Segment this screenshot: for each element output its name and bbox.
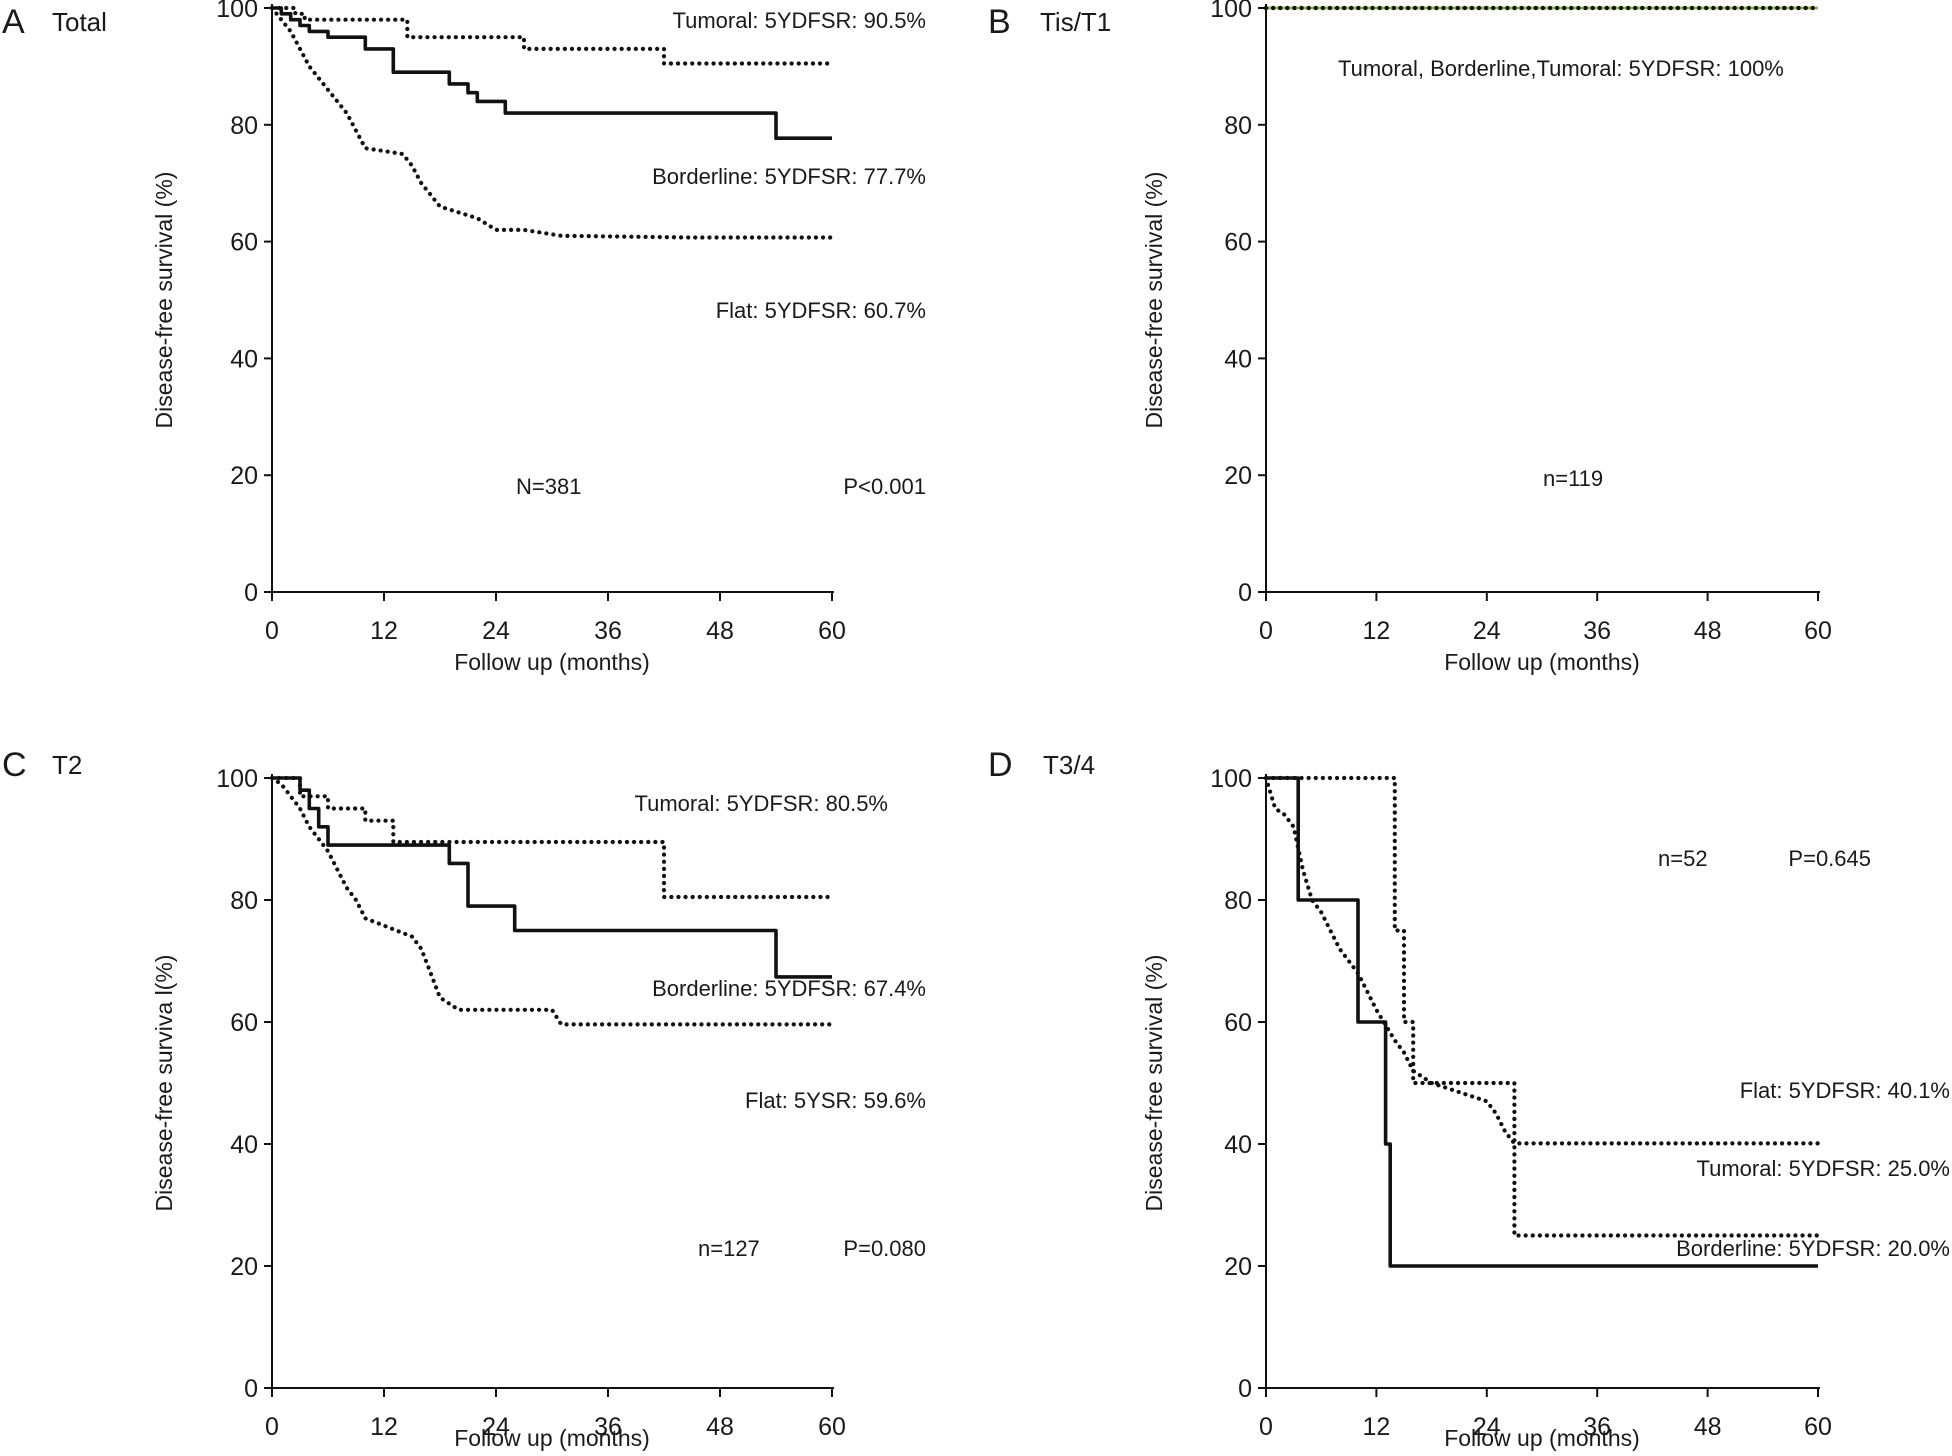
panel-a-p-annotation: P<0.001 (843, 474, 926, 499)
y-tick-label: 100 (1210, 765, 1252, 793)
panel-a-title: Total (52, 7, 107, 37)
y-tick-label: 20 (230, 1253, 258, 1281)
panel-b: B Tis/T1 0 20 40 60 80 100 0 12 24 36 48 60 Follow u… (988, 0, 1832, 675)
y-tick-label: 60 (1224, 1009, 1252, 1037)
panel-b-title: Tis/T1 (1040, 7, 1111, 37)
panel-c-axes: 0 20 40 60 80 100 0 12 24 36 48 60 Follow up (months… (151, 765, 846, 1451)
y-tick-label: 0 (1238, 1375, 1252, 1403)
x-tick-label: 24 (482, 1413, 510, 1441)
series-line-tumoral (1263, 775, 1821, 1238)
y-tick-label: 20 (1224, 462, 1252, 490)
panel-d-tumoral-annotation: Tumoral: 5YDFSR: 25.0% (1697, 1156, 1951, 1181)
y-tick-label: 80 (230, 887, 258, 915)
panel-c-p-annotation: P=0.080 (843, 1236, 926, 1261)
series-line-flat (269, 775, 835, 1027)
y-tick-label: 60 (1224, 229, 1252, 257)
y-tick-label: 80 (230, 112, 258, 140)
panel-b-n-annotation: n=119 (1543, 466, 1603, 491)
x-tick-label: 0 (265, 1413, 279, 1441)
x-tick-label: 36 (1583, 1413, 1611, 1441)
y-axis-label: Disease-free surviva l(%) (151, 955, 177, 1212)
y-tick-label: 0 (244, 1375, 258, 1403)
panel-a-n-annotation: N=381 (516, 474, 581, 499)
panel-a-letter: A (2, 3, 25, 41)
y-tick-label: 100 (1210, 0, 1252, 23)
panel-d-borderline-annotation: Borderline: 5YDFSR: 20.0% (1676, 1236, 1950, 1261)
y-axis-label: Disease-free survival (%) (1141, 955, 1167, 1212)
y-tick-label: 100 (216, 765, 258, 793)
x-tick-label: 36 (594, 617, 622, 645)
y-tick-label: 40 (1224, 345, 1252, 373)
x-axis-label: Follow up (months) (454, 1425, 650, 1451)
panel-d-flat-annotation: Flat: 5YDFSR: 40.1% (1740, 1078, 1950, 1103)
panel-d: D T3/4 0 20 40 60 80 100 0 12 24 36 48 60 Follow up … (988, 746, 1950, 1451)
x-tick-label: 60 (1804, 1413, 1832, 1441)
y-tick-label: 100 (216, 0, 258, 23)
x-tick-label: 12 (370, 617, 398, 645)
x-tick-label: 12 (1362, 617, 1390, 645)
y-tick-label: 40 (1224, 1131, 1252, 1159)
x-tick-label: 36 (594, 1413, 622, 1441)
x-tick-label: 24 (1473, 617, 1501, 645)
y-tick-label: 40 (230, 345, 258, 373)
panel-d-p-annotation: P=0.645 (1788, 846, 1871, 871)
x-axis-label: Follow up (months) (1444, 1425, 1640, 1451)
panel-a-flat-annotation: Flat: 5YDFSR: 60.7% (716, 298, 926, 323)
y-tick-label: 80 (1224, 112, 1252, 140)
x-tick-label: 48 (706, 1413, 734, 1441)
x-tick-label: 48 (1694, 617, 1722, 645)
y-axis-label: Disease-free survival (%) (151, 172, 177, 429)
x-tick-label: 60 (818, 617, 846, 645)
panel-a-tumoral-annotation: Tumoral: 5YDFSR: 90.5% (673, 8, 927, 33)
x-tick-label: 24 (482, 617, 510, 645)
x-axis-label: Follow up (months) (454, 649, 650, 675)
panel-c-flat-annotation: Flat: 5YSR: 59.6% (745, 1088, 926, 1113)
panel-c-tumoral-annotation: Tumoral: 5YDFSR: 80.5% (635, 791, 889, 816)
y-tick-label: 0 (244, 579, 258, 607)
series-line-borderline (1266, 776, 1818, 1268)
x-tick-label: 24 (1473, 1413, 1501, 1441)
series-line-tumoral (269, 775, 835, 900)
y-tick-label: 0 (1238, 579, 1252, 607)
series-line-flat (269, 5, 835, 240)
panel-a-borderline-annotation: Borderline: 5YDFSR: 77.7% (652, 164, 926, 189)
y-tick-label: 60 (230, 1009, 258, 1037)
x-tick-label: 36 (1583, 617, 1611, 645)
panel-b-axes: 0 20 40 60 80 100 0 12 24 36 48 60 Follow up (months… (1141, 0, 1832, 675)
panel-c-title: T2 (52, 750, 82, 780)
panel-d-axes: 0 20 40 60 80 100 0 12 24 36 48 60 Follow up (months… (1141, 765, 1832, 1451)
y-tick-label: 40 (230, 1131, 258, 1159)
x-tick-label: 12 (370, 1413, 398, 1441)
panel-c-borderline-annotation: Borderline: 5YDFSR: 67.4% (652, 976, 926, 1001)
x-axis-label: Follow up (months) (1444, 649, 1640, 675)
panel-d-letter: D (988, 746, 1013, 784)
panel-d-title: T3/4 (1043, 750, 1095, 780)
series-line-flat (1263, 775, 1821, 1146)
y-tick-label: 60 (230, 229, 258, 257)
panel-c-letter: C (2, 746, 27, 784)
series-line-borderline (272, 776, 832, 979)
panel-b-letter: B (988, 3, 1011, 41)
x-tick-label: 48 (706, 617, 734, 645)
y-axis-label: Disease-free survival (%) (1141, 172, 1167, 429)
x-tick-label: 0 (1259, 617, 1273, 645)
x-tick-label: 48 (1694, 1413, 1722, 1441)
x-tick-label: 0 (1259, 1413, 1273, 1441)
series-line-tumoral (269, 5, 835, 66)
x-tick-label: 60 (818, 1413, 846, 1441)
x-tick-label: 60 (1804, 617, 1832, 645)
panel-c: C T2 0 20 40 60 80 100 0 12 24 36 48 60 Follow up (m… (2, 746, 926, 1451)
x-tick-label: 0 (265, 617, 279, 645)
panel-a: A Total 0 20 40 60 80 100 0 12 24 36 48 60 Follow up… (2, 0, 926, 675)
panel-d-n-annotation: n=52 (1658, 846, 1708, 871)
panel-a-axes: 0 20 40 60 80 100 0 12 24 36 48 60 Follow up (months… (151, 0, 846, 675)
y-tick-label: 20 (230, 462, 258, 490)
y-tick-label: 20 (1224, 1253, 1252, 1281)
panel-c-n-annotation: n=127 (698, 1236, 760, 1261)
panel-b-rate-annotation: Tumoral, Borderline,Tumoral: 5YDFSR: 100… (1338, 56, 1784, 81)
series-line-borderline (272, 6, 832, 140)
x-tick-label: 12 (1362, 1413, 1390, 1441)
y-tick-label: 80 (1224, 887, 1252, 915)
